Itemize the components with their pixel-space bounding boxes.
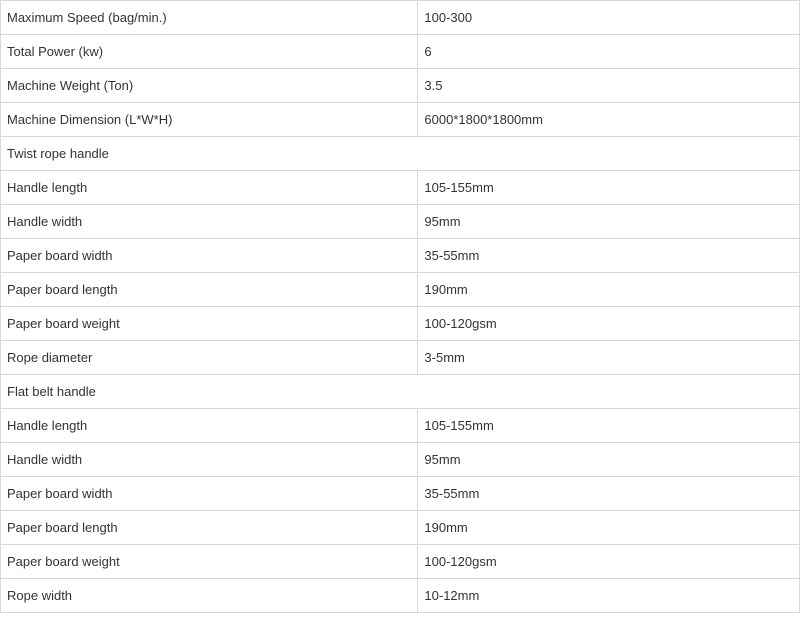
table-section-row: Twist rope handle [1,137,800,171]
table-row: Paper board length 190mm [1,273,800,307]
table-row: Machine Weight (Ton) 3.5 [1,69,800,103]
spec-label: Paper board weight [1,545,418,579]
spec-value: 6000*1800*1800mm [418,103,800,137]
table-row: Rope diameter 3-5mm [1,341,800,375]
spec-label: Rope width [1,579,418,613]
table-row: Paper board width 35-55mm [1,477,800,511]
spec-value: 190mm [418,273,800,307]
spec-value: 105-155mm [418,171,800,205]
spec-label: Paper board length [1,511,418,545]
spec-table-body: Maximum Speed (bag/min.) 100-300 Total P… [1,1,800,613]
spec-label: Paper board width [1,477,418,511]
table-row: Handle length 105-155mm [1,409,800,443]
spec-value: 3.5 [418,69,800,103]
spec-label: Maximum Speed (bag/min.) [1,1,418,35]
spec-table: Maximum Speed (bag/min.) 100-300 Total P… [0,0,800,613]
spec-label: Handle length [1,171,418,205]
table-row: Maximum Speed (bag/min.) 100-300 [1,1,800,35]
spec-label: Paper board width [1,239,418,273]
spec-label: Paper board weight [1,307,418,341]
spec-value: 95mm [418,443,800,477]
table-row: Paper board length 190mm [1,511,800,545]
section-header: Flat belt handle [1,375,800,409]
spec-value: 100-120gsm [418,545,800,579]
table-section-row: Flat belt handle [1,375,800,409]
spec-value: 35-55mm [418,477,800,511]
table-row: Total Power (kw) 6 [1,35,800,69]
spec-value: 10-12mm [418,579,800,613]
table-row: Paper board weight 100-120gsm [1,307,800,341]
spec-label: Handle width [1,205,418,239]
spec-label: Machine Dimension (L*W*H) [1,103,418,137]
table-row: Handle length 105-155mm [1,171,800,205]
spec-value: 95mm [418,205,800,239]
spec-value: 6 [418,35,800,69]
table-row: Machine Dimension (L*W*H) 6000*1800*1800… [1,103,800,137]
table-row: Paper board weight 100-120gsm [1,545,800,579]
spec-label: Paper board length [1,273,418,307]
spec-label: Rope diameter [1,341,418,375]
table-row: Rope width 10-12mm [1,579,800,613]
spec-label: Handle width [1,443,418,477]
spec-label: Machine Weight (Ton) [1,69,418,103]
section-header: Twist rope handle [1,137,800,171]
spec-label: Handle length [1,409,418,443]
spec-value: 100-120gsm [418,307,800,341]
spec-label: Total Power (kw) [1,35,418,69]
table-row: Handle width 95mm [1,443,800,477]
spec-value: 190mm [418,511,800,545]
spec-value: 100-300 [418,1,800,35]
table-row: Paper board width 35-55mm [1,239,800,273]
spec-value: 35-55mm [418,239,800,273]
spec-value: 3-5mm [418,341,800,375]
table-row: Handle width 95mm [1,205,800,239]
spec-value: 105-155mm [418,409,800,443]
